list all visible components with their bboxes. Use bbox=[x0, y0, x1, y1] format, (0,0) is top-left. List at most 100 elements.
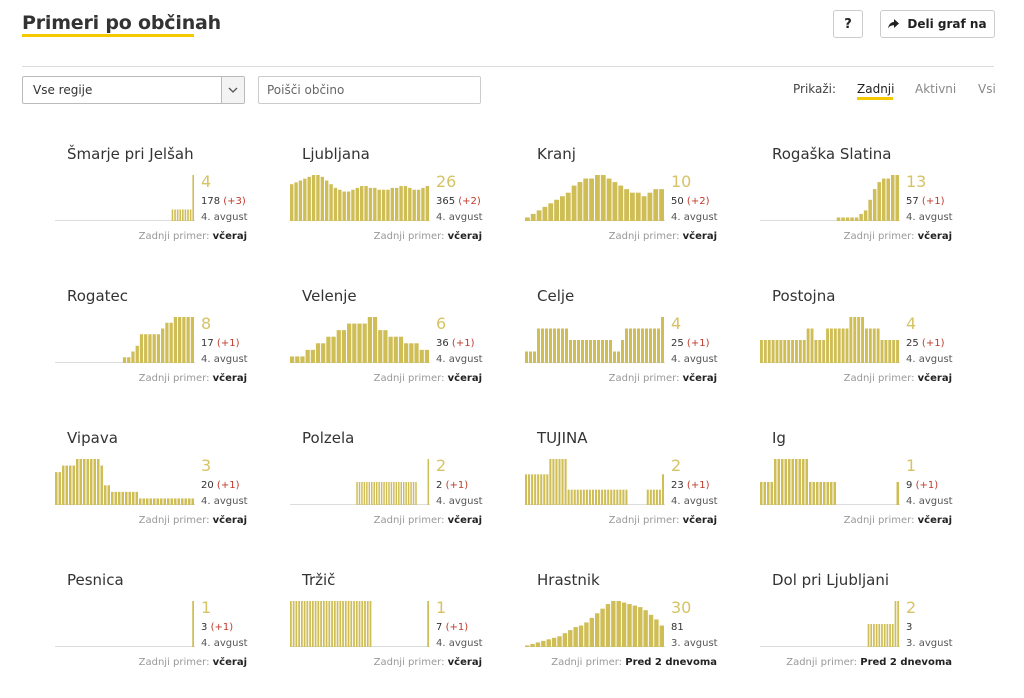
chart-bar bbox=[589, 178, 594, 221]
new-cases-value: 4 bbox=[906, 314, 917, 333]
chart-bar bbox=[367, 317, 372, 363]
new-cases-value: 3 bbox=[201, 456, 212, 475]
last-case-value: včeraj bbox=[917, 373, 952, 384]
municipality-card[interactable]: Ig 1 9 (+1) 4. avgust Zadnji primer: včeraj bbox=[760, 429, 953, 549]
chart-bar bbox=[859, 213, 863, 221]
chart-bar bbox=[393, 336, 398, 363]
chart-bar bbox=[184, 498, 187, 505]
chart-bar bbox=[192, 601, 194, 647]
municipality-name: Polzela bbox=[302, 429, 355, 447]
chart-bar bbox=[83, 459, 86, 505]
new-cases-value: 8 bbox=[201, 314, 212, 333]
municipality-card[interactable]: Kranj 10 50 (+2) 4. avgust Zadnji primer: vč… bbox=[525, 145, 718, 265]
chart-bar bbox=[383, 330, 388, 363]
chart-bar bbox=[378, 482, 380, 505]
last-case-label: Zadnji primer: bbox=[373, 231, 445, 242]
chart-bar bbox=[659, 625, 664, 647]
municipality-name: Velenje bbox=[302, 287, 357, 305]
chart-bar bbox=[331, 336, 336, 363]
municipality-card[interactable]: Pesnica 1 3 (+1) 4. avgust Zadnji primer: vč… bbox=[55, 571, 248, 691]
total-cases-delta: (+1) bbox=[445, 622, 469, 633]
chart-bar bbox=[613, 489, 616, 505]
chart-bar bbox=[160, 498, 163, 505]
municipality-card[interactable]: Tržič 1 7 (+1) 4. avgust Zadnji primer: včer… bbox=[290, 571, 483, 691]
chart-bar bbox=[531, 474, 534, 505]
chart-bar bbox=[578, 625, 584, 647]
chart-bar bbox=[135, 345, 139, 363]
chart-bar bbox=[624, 189, 629, 221]
chart-bar bbox=[395, 187, 399, 221]
chart-bar bbox=[543, 474, 546, 505]
municipality-card[interactable]: TUJINA 2 23 (+1) 4. avgust Zadnji primer: vč… bbox=[525, 429, 718, 549]
chart-bar bbox=[347, 323, 352, 363]
total-cases-value: 2 bbox=[436, 480, 443, 491]
chart-bar bbox=[897, 601, 899, 647]
chart-bar bbox=[555, 459, 558, 505]
municipality-card[interactable]: Rogatec 8 17 (+1) 4. avgust Zadnji primer: v… bbox=[55, 287, 248, 407]
chart-bar bbox=[322, 601, 325, 647]
chart-bar bbox=[383, 482, 385, 505]
chart-bar bbox=[358, 601, 361, 647]
chart-bar bbox=[837, 328, 841, 363]
total-cases-delta: (+2) bbox=[458, 196, 481, 207]
chart-bar bbox=[149, 498, 152, 505]
chart-bar bbox=[328, 601, 331, 647]
chart-bar bbox=[894, 601, 897, 647]
share-button[interactable]: Deli graf na bbox=[880, 10, 995, 38]
chart-bar bbox=[385, 482, 388, 505]
new-cases-value: 1 bbox=[906, 456, 917, 475]
filter-aktivni[interactable]: Aktivni bbox=[915, 82, 957, 96]
chart-bar bbox=[565, 328, 568, 363]
municipality-card[interactable]: Velenje 6 36 (+1) 4. avgust Zadnji primer: v… bbox=[290, 287, 483, 407]
last-case-value: včeraj bbox=[212, 231, 247, 242]
region-select-value: Vse regije bbox=[33, 83, 93, 97]
chart-bar bbox=[609, 340, 612, 363]
chart-bar bbox=[591, 489, 594, 505]
chart-bar bbox=[388, 482, 390, 505]
chart-bar bbox=[534, 474, 537, 505]
municipality-card[interactable]: Rogaška Slatina 13 57 (+1) 4. avgust Zadnji … bbox=[760, 145, 953, 265]
municipality-name: Kranj bbox=[537, 145, 576, 163]
municipality-card[interactable]: Dol pri Ljubljani 2 3 3. avgust Zadnji prime… bbox=[760, 571, 953, 691]
chart-bar bbox=[314, 601, 317, 647]
municipality-name: Tržič bbox=[302, 571, 336, 589]
municipality-card[interactable]: Hrastnik 30 81 3. avgust Zadnji primer: Pred… bbox=[525, 571, 718, 691]
chart-bar bbox=[167, 498, 170, 505]
new-cases-value: 26 bbox=[436, 172, 457, 191]
chart-bar bbox=[404, 343, 409, 363]
filter-vsi[interactable]: Vsi bbox=[978, 82, 996, 96]
help-button[interactable]: ? bbox=[833, 10, 863, 38]
municipality-card[interactable]: Postojna 4 25 (+1) 4. avgust Zadnji primer: … bbox=[760, 287, 953, 407]
chart-bar bbox=[606, 178, 612, 221]
chart-bar bbox=[114, 491, 117, 505]
chart-bar bbox=[781, 459, 784, 505]
total-cases: 25 (+1) bbox=[906, 338, 944, 349]
chart-bar bbox=[841, 328, 845, 363]
municipality-card[interactable]: Šmarje pri Jelšah 4 178 (+3) 4. avgust Zadnj… bbox=[55, 145, 248, 265]
chart-bar bbox=[427, 459, 429, 505]
municipality-card[interactable]: Vipava 3 20 (+1) 4. avgust Zadnji primer: vč… bbox=[55, 429, 248, 549]
region-select[interactable]: Vse regije bbox=[22, 76, 245, 104]
chart-bar bbox=[192, 175, 194, 221]
chart-bar bbox=[355, 601, 358, 647]
chart-bar bbox=[595, 489, 598, 505]
chart-bar bbox=[311, 175, 316, 221]
chart-bar bbox=[771, 340, 775, 363]
filter-zadnji[interactable]: Zadnji bbox=[857, 82, 895, 96]
last-case-value: včeraj bbox=[682, 373, 717, 384]
municipality-card[interactable]: Ljubljana 26 365 (+2) 4. avgust Zadnji prime… bbox=[290, 145, 483, 265]
chart-bar bbox=[350, 601, 353, 647]
chart-bar bbox=[371, 482, 373, 505]
search-input[interactable] bbox=[258, 76, 481, 104]
chevron-down-icon[interactable] bbox=[221, 77, 244, 103]
municipality-card[interactable]: Celje 4 25 (+1) 4. avgust Zadnji primer: vče… bbox=[525, 287, 718, 407]
chart-bar bbox=[760, 482, 763, 505]
new-cases-value: 13 bbox=[906, 172, 927, 191]
municipality-card[interactable]: Polzela 2 2 (+1) 4. avgust Zadnji primer: vč… bbox=[290, 429, 483, 549]
chart-bar bbox=[97, 459, 100, 505]
chart-bar bbox=[637, 328, 640, 363]
share-arrow-icon bbox=[888, 19, 900, 29]
total-cases-delta: (+1) bbox=[216, 338, 240, 349]
last-case-label: Zadnji primer: bbox=[373, 657, 445, 668]
last-update-date: 4. avgust bbox=[671, 212, 718, 223]
